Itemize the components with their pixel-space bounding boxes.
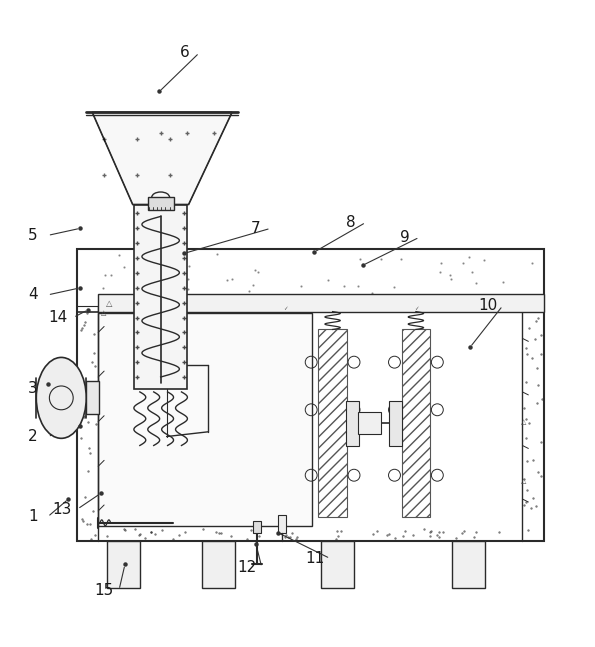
Text: 2: 2 [28, 429, 37, 444]
Text: ✓: ✓ [283, 306, 288, 311]
Text: 13: 13 [53, 501, 72, 517]
Text: 1: 1 [28, 509, 37, 524]
Text: 12: 12 [237, 560, 256, 575]
Text: 14: 14 [49, 310, 68, 325]
Text: 8: 8 [346, 215, 356, 230]
Ellipse shape [36, 357, 86, 438]
Polygon shape [92, 113, 232, 204]
Bar [321, 541, 354, 588]
Text: ✓: ✓ [414, 306, 419, 311]
Bar [77, 249, 544, 541]
Bar [202, 541, 235, 588]
Text: 9: 9 [400, 230, 409, 245]
Text: 6: 6 [180, 45, 189, 60]
Bar [452, 541, 485, 588]
Bar [402, 329, 430, 517]
Text: 5: 5 [28, 228, 37, 243]
Bar [278, 515, 286, 533]
Bar [358, 412, 381, 434]
Text: 11: 11 [306, 551, 325, 566]
Bar [253, 521, 261, 533]
Text: △: △ [521, 419, 527, 424]
Text: △: △ [521, 478, 527, 484]
Text: 10: 10 [478, 298, 497, 313]
Text: △: △ [106, 300, 112, 309]
Bar [107, 541, 140, 588]
Bar [134, 204, 187, 389]
Bar [98, 294, 544, 312]
Bar [86, 381, 99, 414]
Text: △: △ [101, 310, 107, 316]
Bar [148, 197, 174, 210]
Text: 4: 4 [28, 287, 37, 302]
Text: 15: 15 [95, 582, 114, 598]
Text: 3: 3 [28, 382, 37, 397]
Bar [318, 329, 347, 517]
Bar [389, 400, 402, 446]
Bar [346, 400, 359, 446]
Text: 7: 7 [251, 221, 261, 236]
Bar [98, 313, 312, 526]
